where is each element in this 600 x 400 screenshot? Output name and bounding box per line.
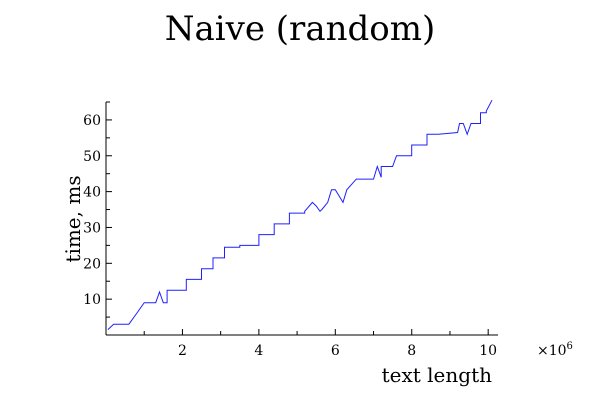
- y-tick-label: 40: [83, 185, 101, 201]
- x-tick-label: 4: [254, 343, 263, 359]
- y-tick-label: 60: [83, 113, 101, 129]
- x-tick-label: 6: [331, 343, 340, 359]
- y-tick-label: 10: [83, 292, 101, 308]
- chart-title: Naive (random): [165, 9, 435, 49]
- x-axis-multiplier: ×106: [537, 341, 573, 359]
- y-axis-label: time, ms: [61, 175, 85, 262]
- series-group: [107, 99, 493, 330]
- y-tick-label: 30: [83, 220, 101, 236]
- x-axis-label: text length: [382, 363, 493, 387]
- tick-labels: 2 4 6 8 10 10 20 30 40 50 60: [83, 113, 497, 359]
- x-axis-multiplier-exponent: 6: [567, 341, 573, 352]
- x-tick-label: 2: [178, 343, 187, 359]
- y-tick-label: 50: [83, 149, 101, 165]
- x-tick-label: 10: [479, 343, 497, 359]
- x-tick-label: 8: [407, 343, 416, 359]
- x-axis-multiplier-base: ×10: [537, 343, 567, 359]
- series-line-0: [107, 99, 493, 330]
- y-tick-label: 20: [83, 256, 101, 272]
- axis-ticks: [106, 101, 489, 335]
